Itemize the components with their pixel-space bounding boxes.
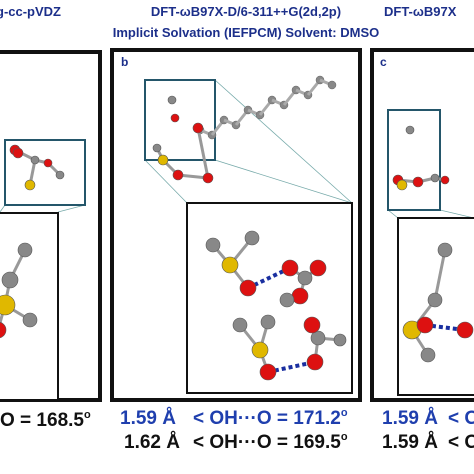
zoom-line	[387, 209, 399, 219]
degree: o	[84, 409, 91, 421]
atom	[260, 314, 276, 330]
atom	[405, 125, 415, 135]
atom	[1, 271, 19, 289]
atom	[281, 259, 299, 277]
atom	[396, 179, 408, 191]
inset	[186, 202, 353, 394]
distance: 1.59 Å	[120, 408, 176, 429]
atom	[430, 173, 440, 183]
zoom-line	[0, 204, 6, 213]
panel-label: c	[380, 55, 387, 69]
bond	[433, 249, 447, 301]
zoom-line	[144, 159, 188, 204]
molecules	[0, 75, 474, 381]
atom	[437, 242, 453, 258]
atom	[244, 230, 260, 246]
angle-text: O = 168.5	[0, 410, 84, 431]
angle: O = 168.5o	[0, 409, 91, 431]
atom	[202, 172, 214, 184]
atom	[55, 170, 65, 180]
distance: 1.59 Å	[382, 432, 438, 453]
atom	[306, 353, 324, 371]
atom	[12, 147, 24, 159]
panel-label: b	[121, 55, 128, 69]
header-right: DFT-ωB97X	[384, 4, 457, 19]
header-subtitle: Implicit Solvation (IEFPCM) Solvent: DMS…	[113, 25, 380, 40]
atom	[0, 294, 16, 316]
atom	[440, 175, 450, 185]
atom	[167, 95, 177, 105]
zoom-line	[57, 204, 86, 213]
atom	[412, 176, 424, 188]
panels: b c	[0, 48, 474, 402]
atom	[309, 259, 327, 277]
atom	[192, 122, 204, 134]
angle: < OH···O = 171.2o	[193, 407, 348, 429]
zoom-line	[214, 79, 353, 204]
zoom-box	[4, 139, 86, 206]
atom	[170, 113, 180, 123]
atom	[157, 154, 169, 166]
angle-text: < OH···O = 171.2	[193, 408, 341, 429]
results: O = 168.5o 1.59 Å < OH···O = 171.2o 1.62…	[0, 407, 474, 453]
angle: < O	[448, 432, 474, 453]
degree: o	[341, 407, 348, 419]
atom	[427, 292, 443, 308]
atom	[0, 321, 7, 339]
atom	[279, 292, 295, 308]
atom	[420, 347, 436, 363]
bond	[196, 127, 210, 179]
distance: 1.62 Å	[124, 432, 180, 453]
atom	[333, 333, 347, 347]
atom	[232, 317, 248, 333]
atom	[456, 321, 474, 339]
header-left: g-cc-pVDZ	[0, 4, 61, 19]
zoom-box	[144, 79, 216, 161]
atom	[416, 316, 434, 334]
atom	[327, 80, 337, 90]
atom	[291, 287, 309, 305]
atom	[22, 312, 38, 328]
atom	[152, 143, 162, 153]
atom	[303, 316, 321, 334]
atom	[310, 330, 326, 346]
atom	[17, 242, 33, 258]
atom	[205, 237, 221, 253]
degree: o	[341, 431, 348, 443]
angle: < OH···O = 169.5o	[193, 431, 348, 453]
zoom-box	[387, 109, 441, 211]
header: g-cc-pVDZ DFT-ωB97X-D/6-311++G(2d,2p) DF…	[0, 4, 457, 40]
atom	[43, 158, 53, 168]
angle-text: < OH···O = 169.5	[193, 432, 341, 453]
distance: 1.59 Å	[382, 408, 438, 429]
atom	[239, 279, 257, 297]
atom	[259, 363, 277, 381]
atom	[172, 169, 184, 181]
zoom-line	[439, 209, 474, 219]
atom	[221, 256, 239, 274]
atom	[251, 341, 269, 359]
atom	[30, 155, 40, 165]
atom	[24, 179, 36, 191]
angle: < O	[448, 408, 474, 429]
header-center: DFT-ωB97X-D/6-311++G(2d,2p)	[151, 4, 341, 19]
atom	[297, 270, 313, 286]
zoom-line	[214, 159, 353, 204]
